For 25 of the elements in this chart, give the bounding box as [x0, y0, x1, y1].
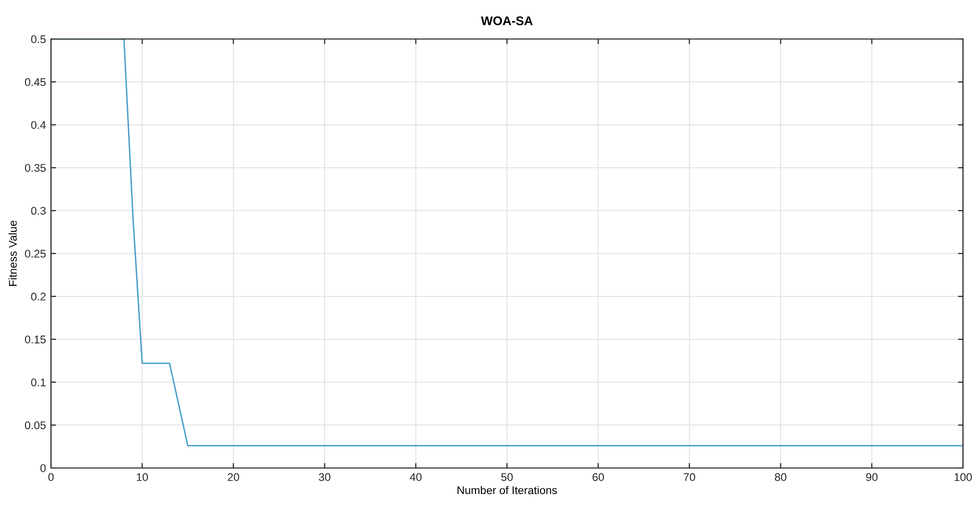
x-tick-label: 10	[136, 473, 148, 482]
y-tick-label: 0.4	[31, 121, 46, 129]
y-tick-label: 0.15	[24, 336, 46, 344]
y-tick-label: 0.05	[24, 421, 46, 430]
y-tick-label: 0	[40, 464, 46, 472]
x-tick-label: 0	[48, 473, 54, 482]
x-tick-label: 40	[410, 473, 422, 482]
y-tick-label: 0.2	[31, 292, 46, 301]
x-axis-title: Number of Iterations	[458, 486, 557, 494]
y-tick-label: 0.45	[24, 78, 46, 86]
x-tick-label: 90	[866, 473, 878, 482]
x-tick-label: 20	[228, 473, 240, 482]
chart-title: WOA-SA	[480, 16, 533, 26]
x-tick-label: 30	[318, 473, 330, 482]
y-tick-label: 0.5	[31, 35, 46, 44]
y-axis-title: Fitness Value	[8, 220, 17, 286]
x-tick-label: 100	[954, 473, 972, 482]
y-tick-label: 0.35	[24, 164, 46, 172]
x-tick-label: 70	[684, 473, 696, 482]
x-tick-label: 60	[592, 473, 604, 482]
x-tick-label: 50	[501, 473, 513, 482]
x-tick-label: 80	[774, 473, 786, 482]
y-tick-label: 0.3	[31, 206, 46, 215]
y-tick-label: 0.25	[24, 250, 46, 258]
y-tick-label: 0.1	[31, 378, 46, 386]
